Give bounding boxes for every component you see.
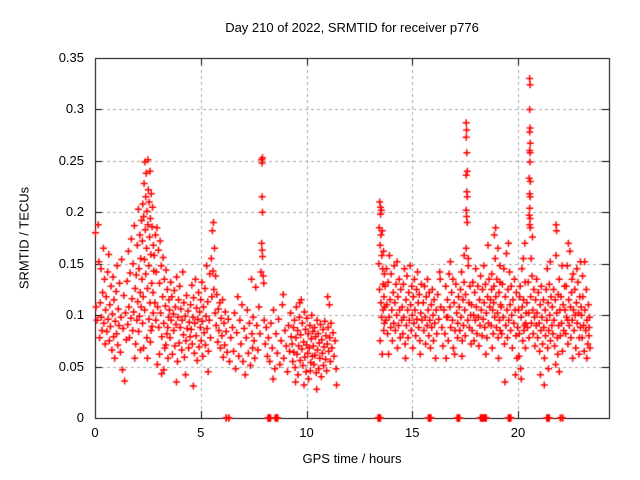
y-tick-label: 0.15	[58, 255, 84, 271]
y-tick-label: 0.1	[65, 307, 84, 323]
chart-title: Day 210 of 2022, SRMTID for receiver p77…	[225, 20, 479, 35]
y-tick-label: 0.05	[58, 358, 84, 374]
y-tick-label: 0.25	[58, 152, 84, 168]
x-tick-label: 5	[197, 425, 205, 440]
y-tick-label: 0.35	[58, 50, 84, 65]
x-tick-label: 15	[405, 425, 420, 440]
x-tick-label: 0	[91, 425, 99, 440]
x-tick-label: 10	[299, 425, 314, 440]
y-tick-label: 0.3	[65, 101, 84, 117]
y-tick-label: 0.2	[65, 204, 84, 220]
y-tick-label: 0	[76, 410, 84, 425]
x-tick-label: 20	[510, 425, 526, 440]
x-axis-label: GPS time / hours	[302, 451, 402, 466]
